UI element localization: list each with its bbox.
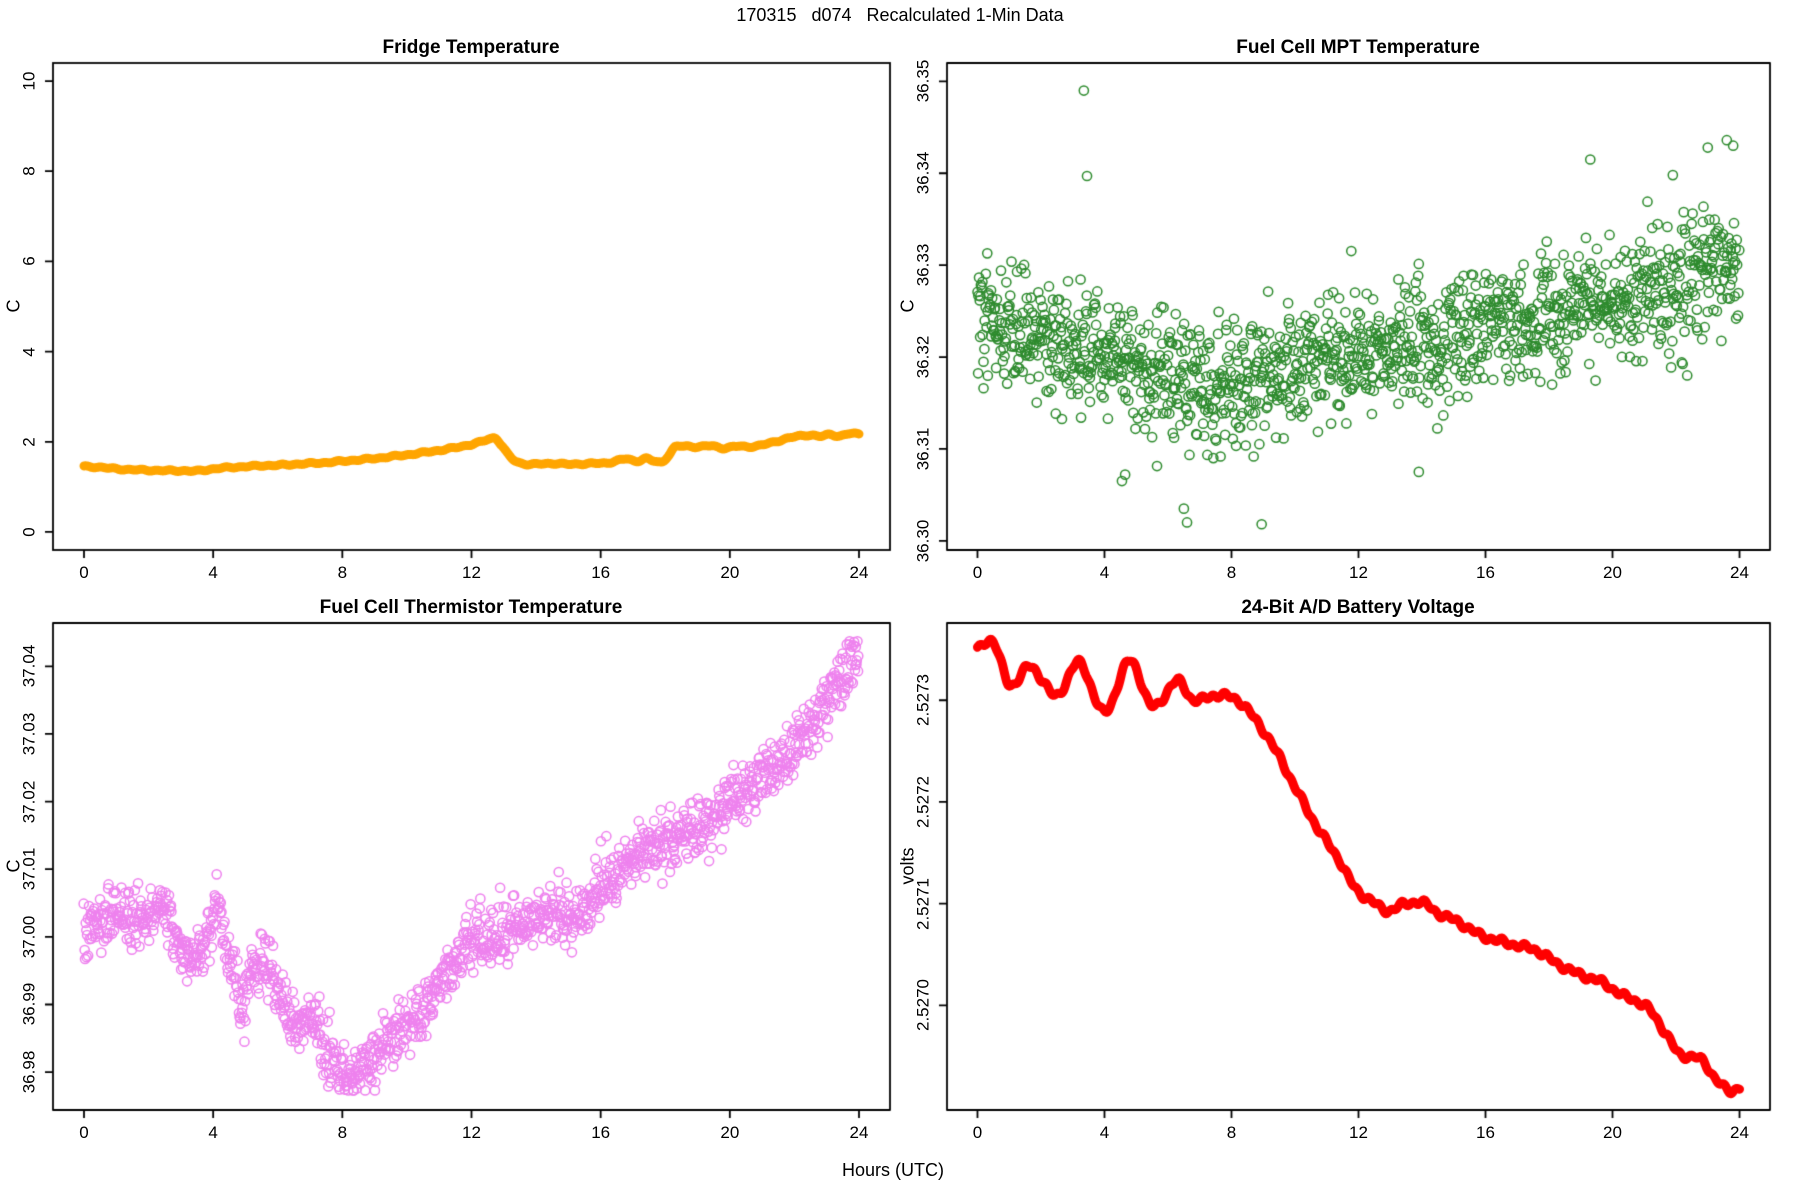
x-axis-label: Hours (UTC) [842, 1160, 944, 1180]
x-tick-label: 8 [1226, 563, 1237, 582]
x-tick-label: 24 [1730, 563, 1749, 582]
y-tick-label: 2 [19, 437, 39, 447]
x-tick-label: 4 [208, 1123, 218, 1142]
x-tick-label: 12 [1349, 1123, 1368, 1142]
y-tick-label: 37.04 [19, 645, 39, 688]
y-tick-label: 36.99 [19, 983, 39, 1026]
x-tick-label: 24 [849, 1123, 869, 1142]
y-tick-label: 6 [19, 256, 39, 267]
y-tick-label: 37.01 [19, 847, 39, 891]
x-tick-label: 4 [1099, 1123, 1110, 1142]
x-tick-label: 0 [972, 563, 983, 582]
y-tick-label: 36.98 [19, 1050, 39, 1094]
x-tick-label: 24 [1730, 1123, 1749, 1142]
y-tick-label: 37.03 [19, 712, 39, 756]
x-tick-label: 8 [337, 563, 348, 582]
x-tick-label: 20 [720, 563, 740, 582]
y-axis-label-fridge: C [3, 299, 24, 313]
y-tick-label: 8 [19, 166, 39, 176]
y-tick-label: 36.30 [913, 519, 933, 563]
panel-title-fridge: Fridge Temperature [382, 37, 560, 58]
y-tick-label: 2.5272 [913, 775, 933, 828]
x-tick-label: 24 [849, 563, 869, 582]
x-tick-label: 16 [591, 1123, 611, 1142]
x-tick-label: 12 [462, 563, 481, 582]
y-tick-label: 36.34 [913, 151, 933, 195]
x-tick-label: 20 [1603, 563, 1622, 582]
y-tick-label: 10 [19, 71, 39, 91]
y-tick-label: 2.5273 [913, 674, 933, 727]
y-tick-label: 4 [19, 346, 39, 357]
x-tick-label: 0 [79, 1123, 89, 1142]
y-tick-label: 36.35 [913, 60, 933, 103]
y-tick-label: 37.00 [19, 915, 39, 959]
x-tick-label: 4 [208, 563, 218, 582]
x-tick-label: 0 [972, 1123, 983, 1142]
x-tick-label: 4 [1099, 563, 1110, 582]
y-tick-label: 2.5270 [913, 979, 933, 1032]
y-tick-label: 36.33 [913, 243, 933, 287]
x-tick-label: 16 [1476, 563, 1495, 582]
x-tick-label: 20 [1603, 1123, 1622, 1142]
x-tick-label: 0 [79, 563, 89, 582]
y-tick-label: 36.32 [913, 335, 933, 379]
panel-title-battery: 24-Bit A/D Battery Voltage [1241, 597, 1475, 618]
y-axis-label-mpt: C [897, 299, 918, 313]
x-tick-label: 8 [337, 1123, 348, 1142]
y-tick-label: 2.5271 [913, 877, 933, 930]
panel-title-thermistor: Fuel Cell Thermistor Temperature [319, 597, 623, 618]
main-title: 170315 d074 Recalculated 1-Min Data [736, 5, 1064, 25]
x-tick-label: 8 [1226, 1123, 1237, 1142]
y-tick-label: 37.02 [19, 780, 39, 823]
x-tick-label: 20 [720, 1123, 740, 1142]
x-tick-label: 16 [1476, 1123, 1495, 1142]
panel-title-mpt: Fuel Cell MPT Temperature [1236, 37, 1480, 58]
x-tick-label: 16 [591, 563, 611, 582]
x-tick-label: 12 [462, 1123, 481, 1142]
y-tick-label: 0 [19, 527, 39, 537]
y-tick-label: 36.31 [913, 427, 933, 471]
x-tick-label: 12 [1349, 563, 1368, 582]
